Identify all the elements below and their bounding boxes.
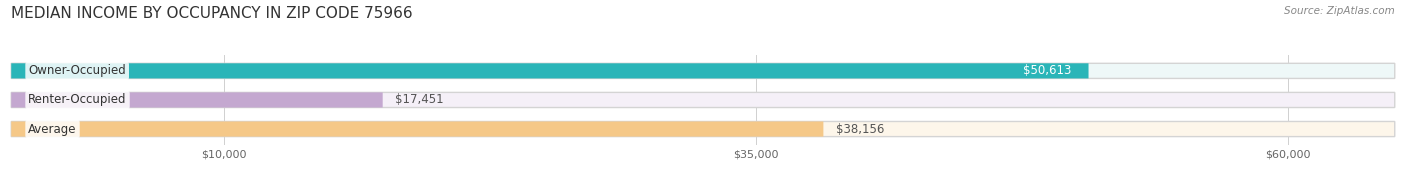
FancyBboxPatch shape <box>11 92 1395 108</box>
FancyBboxPatch shape <box>11 92 382 108</box>
FancyBboxPatch shape <box>11 122 824 137</box>
Text: $17,451: $17,451 <box>395 93 444 106</box>
Text: $38,156: $38,156 <box>837 122 884 136</box>
Text: Renter-Occupied: Renter-Occupied <box>28 93 127 106</box>
Text: Source: ZipAtlas.com: Source: ZipAtlas.com <box>1284 6 1395 16</box>
FancyBboxPatch shape <box>11 63 1088 78</box>
FancyBboxPatch shape <box>11 63 1395 78</box>
Text: $50,613: $50,613 <box>1024 64 1071 77</box>
FancyBboxPatch shape <box>11 122 1395 137</box>
Text: Average: Average <box>28 122 77 136</box>
Text: Owner-Occupied: Owner-Occupied <box>28 64 127 77</box>
Text: MEDIAN INCOME BY OCCUPANCY IN ZIP CODE 75966: MEDIAN INCOME BY OCCUPANCY IN ZIP CODE 7… <box>11 6 413 21</box>
